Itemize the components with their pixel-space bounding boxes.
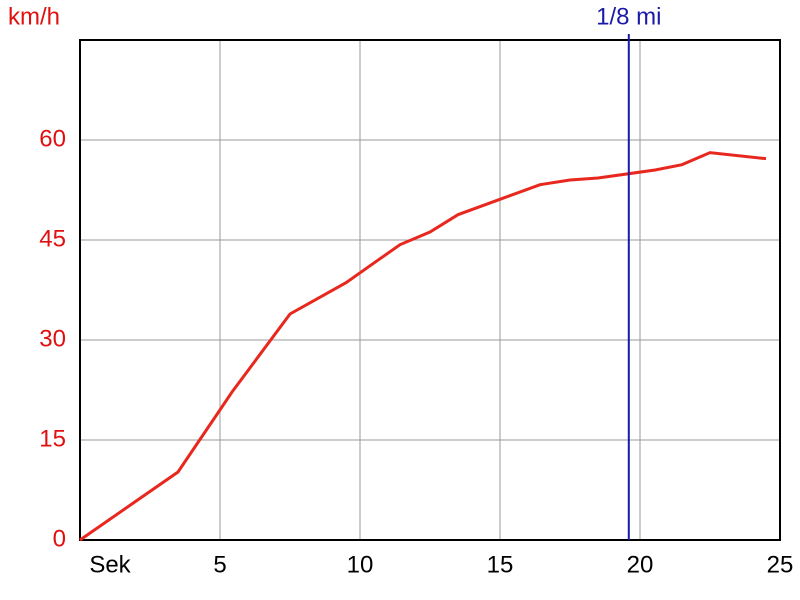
x-tick-label: 25 bbox=[767, 551, 794, 578]
plot-frame bbox=[79, 39, 781, 541]
y-axis-label: km/h bbox=[8, 3, 60, 30]
line bbox=[79, 151, 767, 542]
y-tick-label: 15 bbox=[39, 425, 66, 452]
y-tick-label: 60 bbox=[39, 125, 66, 152]
x-tick-label: 5 bbox=[213, 551, 226, 578]
y-tick-label: 30 bbox=[39, 325, 66, 352]
y-tick-label: 45 bbox=[39, 225, 66, 252]
y-tick-label: 0 bbox=[53, 525, 66, 552]
annotation-label: 1/8 mi bbox=[596, 3, 661, 30]
x-tick-label: 10 bbox=[347, 551, 374, 578]
x-tick-label: 15 bbox=[487, 551, 514, 578]
x-tick-label: 20 bbox=[627, 551, 654, 578]
x-axis-label: Sek bbox=[89, 551, 131, 578]
